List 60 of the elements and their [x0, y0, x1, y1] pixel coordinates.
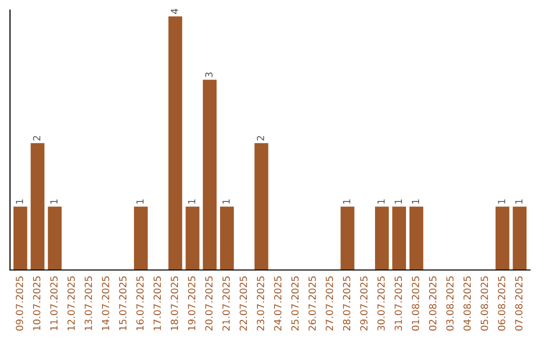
x-tick-label: 19.07.2025 — [188, 276, 196, 330]
bar — [30, 143, 44, 270]
bar — [375, 206, 389, 270]
data-label: 1 — [16, 199, 24, 204]
data-label: 1 — [394, 199, 402, 204]
x-tick-label: 30.07.2025 — [377, 276, 385, 330]
bar — [220, 206, 234, 270]
data-label: 1 — [343, 199, 350, 204]
x-tick-label: 16.07.2025 — [136, 276, 144, 330]
x-tick-label: 06.08.2025 — [498, 276, 506, 331]
x-tick-label: 26.07.2025 — [308, 276, 316, 331]
x-tick-label: 18.07.2025 — [170, 276, 178, 330]
x-tick-label: 07.08.2025 — [515, 276, 522, 331]
x-tick-label: 14.07.2025 — [102, 276, 110, 330]
bar — [512, 206, 527, 270]
x-tick-label: 10.07.2025 — [33, 276, 40, 330]
bar — [340, 206, 354, 270]
x-tick-label: 02.08.2025 — [429, 276, 436, 331]
data-label: 1 — [412, 199, 420, 204]
x-tick-label: 12.07.2025 — [67, 276, 75, 330]
bar — [409, 206, 424, 270]
data-label: 1 — [136, 199, 144, 204]
x-tick-label: 31.07.2025 — [394, 276, 402, 330]
x-tick-label: 29.07.2025 — [360, 276, 368, 331]
data-label: 1 — [188, 199, 196, 204]
bar — [496, 206, 510, 270]
x-tick-label: 20.07.2025 — [205, 276, 213, 331]
x-tick-label: 13.07.2025 — [84, 276, 92, 330]
bar — [48, 206, 62, 270]
data-label: 2 — [33, 136, 40, 141]
x-tick-label: 03.08.2025 — [446, 276, 454, 331]
x-tick-label: 24.07.2025 — [274, 276, 282, 331]
data-label: 1 — [515, 199, 522, 204]
data-label: 1 — [498, 199, 506, 204]
bar — [392, 206, 406, 270]
x-tick-label: 22.07.2025 — [240, 276, 247, 331]
x-tick-label: 27.07.2025 — [326, 276, 334, 331]
data-label: 1 — [50, 199, 58, 204]
x-tick-label: 15.07.2025 — [119, 276, 126, 330]
data-label: 2 — [256, 136, 264, 141]
bar — [254, 143, 268, 270]
data-label: 1 — [378, 199, 385, 204]
data-label: 3 — [205, 72, 213, 78]
data-label: 1 — [222, 199, 230, 204]
bar — [202, 80, 217, 270]
x-tick-label: 05.08.2025 — [480, 276, 488, 331]
x-tick-label: 23.07.2025 — [256, 276, 264, 331]
x-tick-label: 28.07.2025 — [342, 276, 350, 331]
bar — [134, 206, 148, 270]
data-label: 4 — [170, 8, 178, 14]
x-tick-label: 01.08.2025 — [412, 276, 420, 331]
bar — [13, 206, 28, 270]
bar — [186, 206, 200, 270]
x-tick-label: 21.07.2025 — [222, 276, 230, 331]
bar — [168, 16, 182, 270]
x-tick-label: 04.08.2025 — [463, 276, 471, 331]
x-tick-label: 17.07.2025 — [154, 276, 161, 330]
x-tick-label: 25.07.2025 — [291, 276, 299, 331]
x-tick-label: 11.07.2025 — [50, 276, 58, 330]
x-tick-label: 09.07.2025 — [16, 276, 24, 331]
